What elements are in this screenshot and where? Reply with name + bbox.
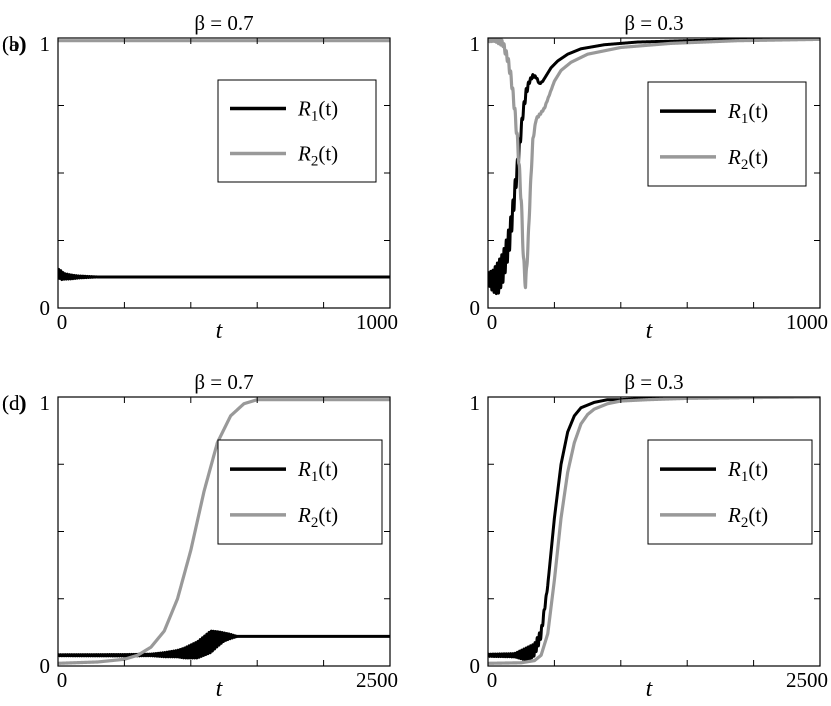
y-tick-label-bottom-a: 0 <box>40 296 51 320</box>
legend-entry-d-2: R2(t) <box>727 503 768 531</box>
y-tick-label-top-c: 1 <box>40 391 51 415</box>
legend-b: R1(t) R2(t) <box>647 81 807 187</box>
panel-a: β = 0.7 (a) 1 00 1000 t R1(t) R2(t) <box>2 11 398 344</box>
x-tick-label-start-c: 0 <box>57 668 68 692</box>
panel-title-b: β = 0.3 <box>624 11 683 35</box>
panel-label-d: (d) <box>2 391 27 415</box>
y-tick-label-bottom-c: 0 <box>40 654 51 678</box>
tick-marks-a <box>57 37 391 309</box>
tick-marks-b <box>487 37 821 309</box>
panel-title-c: β = 0.7 <box>194 370 253 394</box>
panel-title-d: β = 0.3 <box>624 370 683 394</box>
x-axis-label-b: t <box>646 318 654 344</box>
panel-label-b: (b) <box>2 32 27 56</box>
panel-c: β = 0.7 (c) 1 00 2500 t R1(t) R2(t) <box>2 370 398 702</box>
legend-box-b <box>647 81 807 187</box>
legend-box-c <box>217 439 383 545</box>
x-axis-label-d: t <box>646 676 654 702</box>
x-tick-label-start-a: 0 <box>57 310 68 334</box>
y-tick-label-top-b: 1 <box>470 32 481 56</box>
x-tick-label-end-c: 2500 <box>356 668 398 692</box>
y-tick-label-bottom-b: 0 <box>470 296 481 320</box>
legend-box-d <box>647 439 813 545</box>
y-tick-label-top-d: 1 <box>470 391 481 415</box>
x-axis-label-a: t <box>216 318 224 344</box>
legend-entry-a-1: R1(t) <box>297 97 338 125</box>
legend-entry-c-2: R2(t) <box>297 503 338 531</box>
panel-label-a: (a) <box>2 32 25 56</box>
legend-entry-d-1: R1(t) <box>727 457 768 485</box>
panel-label-c: (c) <box>2 391 25 415</box>
x-tick-label-start-d: 0 <box>487 668 498 692</box>
plot-area-c <box>58 398 390 665</box>
legend-d: R1(t) R2(t) <box>647 439 813 545</box>
y-tick-label-bottom-d: 0 <box>470 654 481 678</box>
tick-marks-c <box>57 396 391 667</box>
y-tick-label-top-a: 1 <box>40 32 51 56</box>
series-line-b-2 <box>488 38 820 290</box>
legend-c: R1(t) R2(t) <box>217 439 383 545</box>
series-line-c-2 <box>58 398 390 665</box>
x-tick-label-start-b: 0 <box>487 310 498 334</box>
legend-box-a <box>217 79 377 183</box>
plot-area-b <box>488 38 820 296</box>
x-axis-label-c: t <box>216 676 224 702</box>
legend-entry-b-2: R2(t) <box>727 145 768 173</box>
panel-title-a: β = 0.7 <box>194 11 253 35</box>
series-line-a-1 <box>58 267 390 282</box>
x-tick-label-end-b: 1000 <box>786 310 828 334</box>
x-tick-label-end-d: 2500 <box>786 668 828 692</box>
legend-entry-c-1: R1(t) <box>297 457 338 485</box>
tick-marks-d <box>487 396 821 667</box>
legend-entry-b-1: R1(t) <box>727 99 768 127</box>
legend-a: R1(t) R2(t) <box>217 79 377 183</box>
plot-area-a <box>58 39 390 282</box>
legend-entry-a-2: R2(t) <box>297 141 338 169</box>
series-line-c-1 <box>58 629 390 660</box>
x-tick-label-end-a: 1000 <box>356 310 398 334</box>
